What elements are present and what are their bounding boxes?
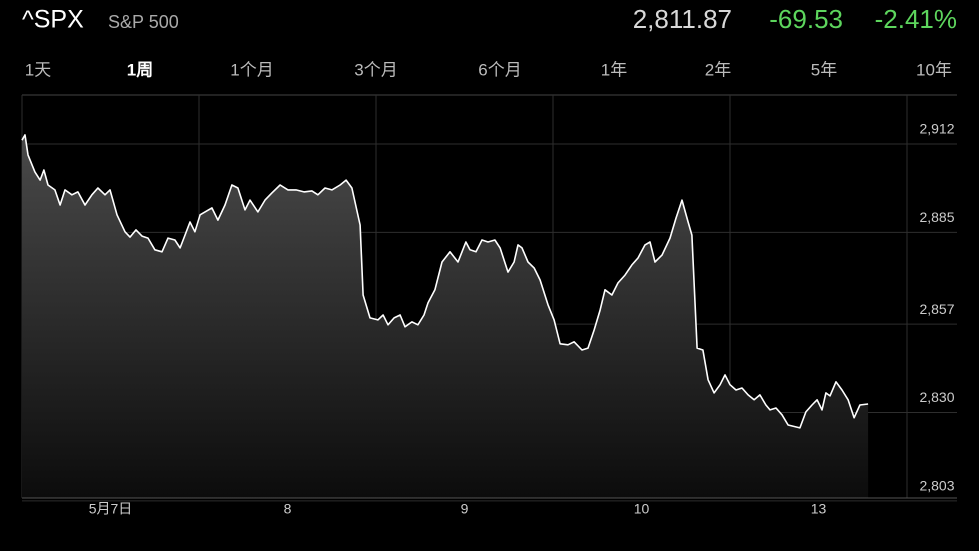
x-tick-label: 9 xyxy=(461,501,469,517)
x-tick-label: 13 xyxy=(811,501,827,517)
y-tick-label: 2,830 xyxy=(919,389,954,405)
range-tab[interactable]: 2年 xyxy=(705,60,731,79)
plot: 2,912 2,885 2,857 2,830 2,803 5月7日 8 9 10 13 xyxy=(21,95,957,517)
range-tab[interactable]: 10年 xyxy=(916,60,952,79)
range-tab[interactable]: 6个月 xyxy=(478,60,521,79)
range-tab[interactable]: 1天 xyxy=(25,60,51,79)
y-tick-label: 2,803 xyxy=(919,478,954,494)
change: -69.53 xyxy=(769,4,843,34)
price: 2,811.87 xyxy=(633,4,732,34)
range-tab[interactable]: 1年 xyxy=(601,60,627,79)
y-tick-label: 2,885 xyxy=(919,209,954,225)
symbol: ^SPX xyxy=(22,6,84,34)
price-line xyxy=(21,134,869,429)
x-tick-label: 5月7日 xyxy=(89,501,133,517)
y-tick-label: 2,912 xyxy=(919,121,954,137)
range-tabs: 1天 1周 1个月 3个月 6个月 1年 2年 5年 10年 xyxy=(25,60,952,79)
company-name: S&P 500 xyxy=(108,12,179,32)
y-tick-label: 2,857 xyxy=(919,301,954,317)
range-tab[interactable]: 1个月 xyxy=(230,60,273,79)
x-tick-label: 10 xyxy=(634,501,650,517)
x-tick-label: 8 xyxy=(284,501,292,517)
range-tab[interactable]: 3个月 xyxy=(354,60,397,79)
range-tab[interactable]: 5年 xyxy=(811,60,837,79)
change-percent: -2.41% xyxy=(875,4,957,34)
area-fill xyxy=(22,134,869,498)
range-tab[interactable]: 1周 xyxy=(127,60,153,79)
